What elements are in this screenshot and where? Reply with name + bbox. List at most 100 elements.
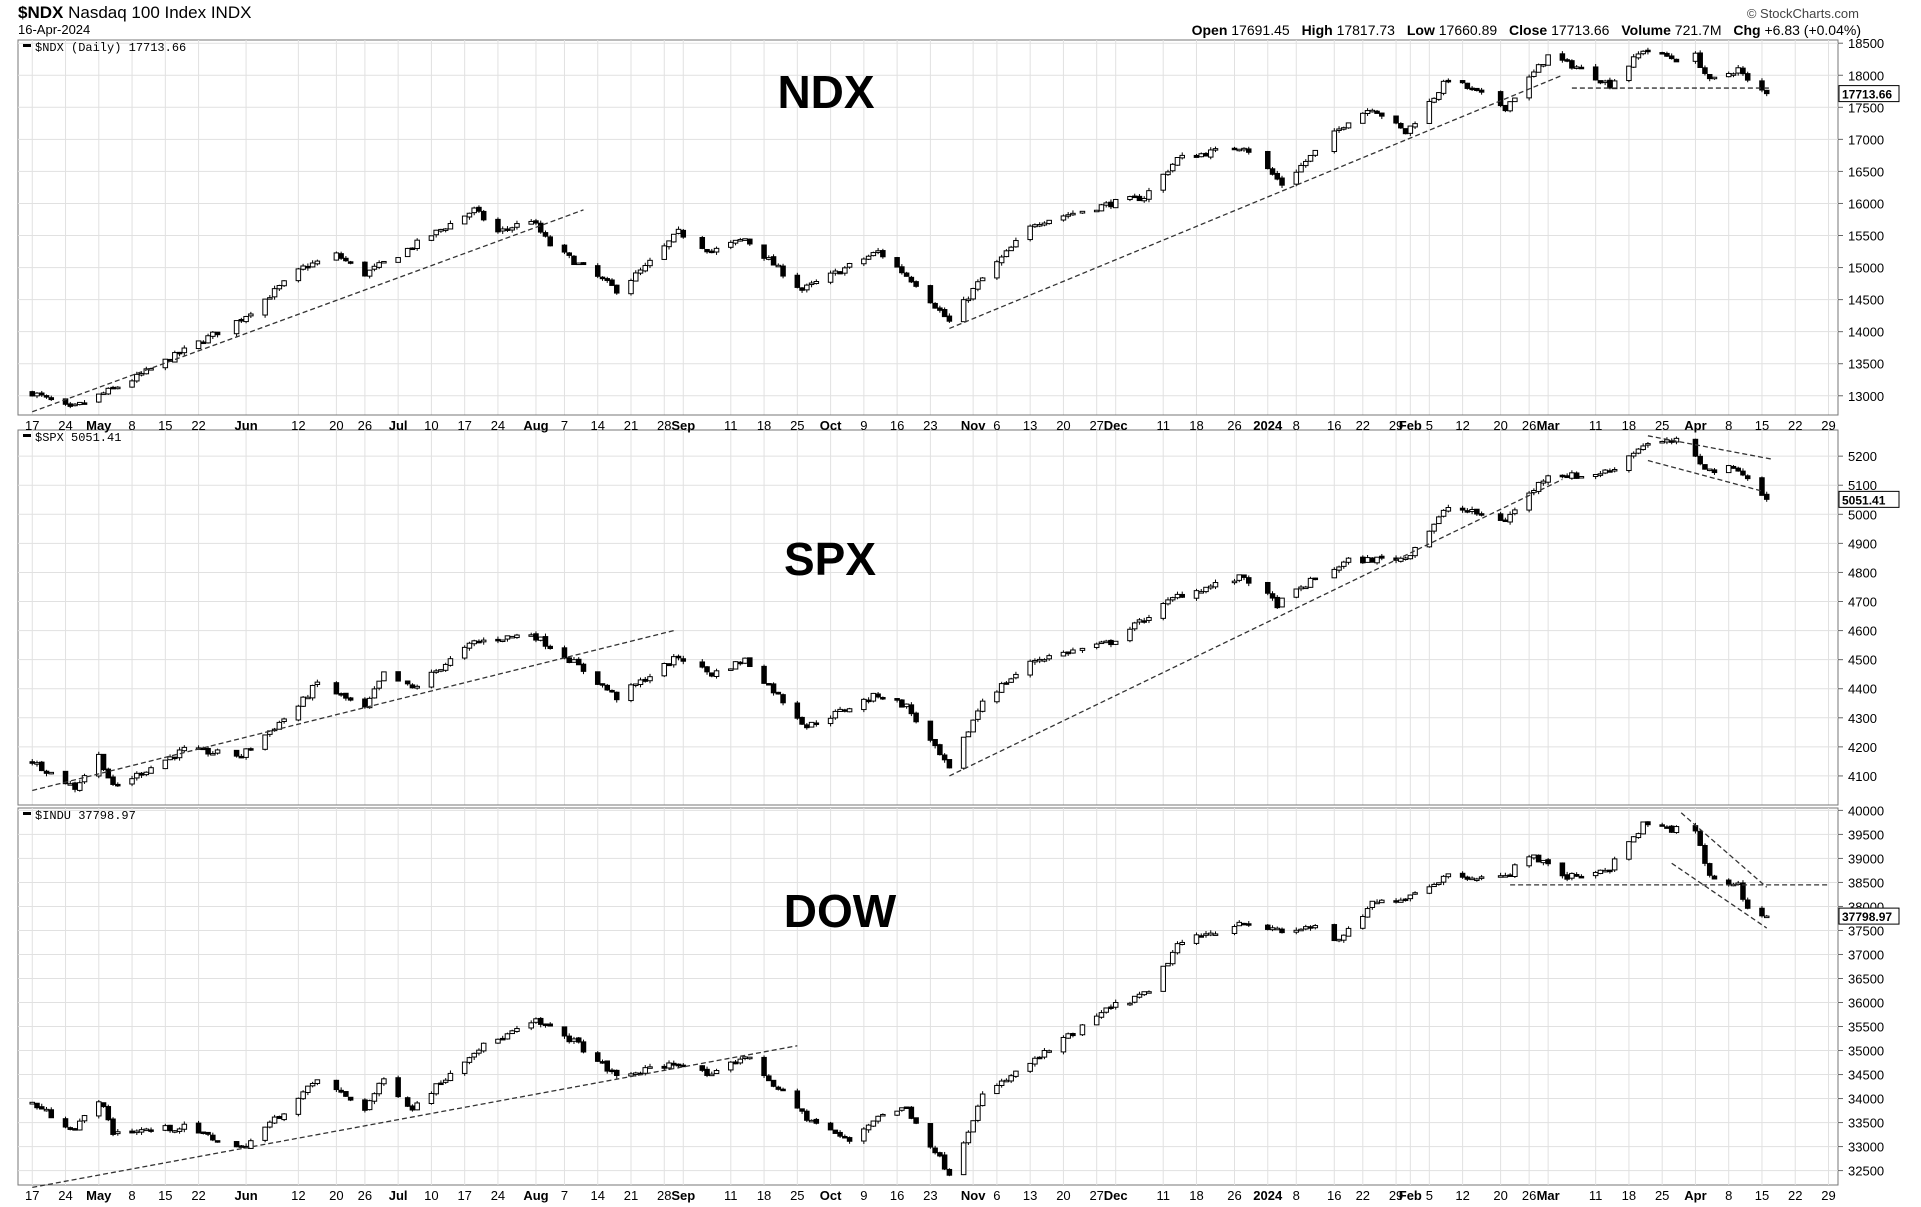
candle	[1559, 51, 1566, 63]
candle	[480, 1042, 487, 1053]
y-tick-label: 4500	[1848, 653, 1877, 668]
candle-body	[276, 1116, 283, 1119]
candle	[998, 254, 1005, 266]
candle-body	[1740, 470, 1746, 476]
x-tick-label: 20	[329, 1188, 343, 1203]
candle-body	[1070, 1033, 1076, 1037]
candle-body	[1136, 993, 1143, 998]
candle-body	[362, 261, 368, 277]
candle	[1763, 89, 1770, 97]
candle	[932, 738, 938, 749]
candle	[295, 267, 302, 283]
candle	[1241, 922, 1247, 926]
candle	[604, 683, 611, 691]
candle-body	[433, 1083, 439, 1095]
candle	[395, 257, 401, 263]
candle-body	[214, 1140, 221, 1143]
candle	[271, 285, 278, 300]
candle-body	[580, 262, 587, 266]
candle-body	[561, 1026, 568, 1037]
candle-body	[1112, 1002, 1119, 1008]
candle-body	[72, 403, 78, 407]
candle-body	[271, 1116, 278, 1124]
y-tick-label: 15500	[1848, 229, 1884, 244]
candle	[447, 1070, 454, 1082]
candle-body	[248, 313, 254, 317]
candle	[804, 1109, 810, 1123]
candle-body	[233, 320, 240, 335]
candle-body	[471, 1052, 477, 1058]
candle-body	[533, 633, 539, 641]
candle	[927, 720, 934, 743]
x-tick-label: 24	[58, 1188, 72, 1203]
candle-body	[998, 256, 1005, 264]
candle	[1279, 175, 1285, 188]
candle	[395, 1075, 401, 1098]
candle-body	[504, 228, 511, 231]
x-tick-label: 12	[1455, 1188, 1469, 1203]
candle	[1160, 602, 1166, 621]
candle-body	[671, 233, 677, 243]
candle	[1231, 924, 1238, 936]
candle-body	[96, 753, 102, 777]
candle-body	[1207, 585, 1214, 589]
candle	[1265, 150, 1271, 170]
candle	[1013, 671, 1019, 680]
candle-body	[314, 1079, 321, 1084]
candle	[1426, 530, 1433, 548]
candle	[1079, 210, 1086, 214]
candle	[1345, 557, 1352, 565]
candle	[913, 280, 919, 288]
candle	[1331, 567, 1338, 579]
candle	[414, 238, 420, 251]
candle-body	[794, 1090, 801, 1109]
candle	[1341, 560, 1347, 569]
y-tick-label: 18500	[1848, 36, 1884, 51]
candle-body	[571, 659, 577, 663]
candle-body	[766, 257, 772, 260]
candle	[709, 672, 715, 678]
candle	[1165, 597, 1171, 606]
candle-body	[1032, 1057, 1038, 1065]
candle	[537, 636, 544, 642]
candle-body	[1602, 869, 1608, 873]
candle-body	[1497, 513, 1504, 521]
candle-body	[861, 1128, 867, 1142]
candle-body	[604, 1060, 611, 1072]
candle-body	[1231, 580, 1238, 584]
candle	[1545, 858, 1551, 867]
candle	[998, 681, 1005, 693]
candle	[1497, 511, 1504, 521]
candle-body	[414, 685, 420, 689]
candle	[1578, 874, 1585, 879]
candle	[637, 267, 644, 276]
candle	[371, 686, 378, 699]
candle-body	[1179, 154, 1185, 159]
candle-body	[699, 236, 706, 249]
candle-body	[404, 680, 411, 685]
candle-body	[1630, 836, 1637, 843]
candle-body	[1307, 926, 1314, 929]
x-tick-label: 7	[561, 1188, 568, 1203]
candle-body	[799, 287, 805, 291]
candle-body	[1003, 682, 1010, 685]
candle-body	[632, 1072, 639, 1076]
candle	[1046, 219, 1052, 225]
candle-body	[1203, 933, 1209, 936]
candle-body	[1611, 469, 1618, 472]
candle-body	[1198, 935, 1204, 938]
candle	[233, 1141, 240, 1148]
candle-body	[1725, 465, 1732, 474]
chart-symbol: $NDX Nasdaq 100 Index INDX	[18, 3, 251, 23]
x-tick-label: 12	[291, 418, 305, 433]
candle	[1459, 871, 1466, 879]
candle	[509, 635, 515, 639]
candle-body	[1564, 59, 1570, 62]
candle-body	[1630, 452, 1637, 457]
candle	[747, 657, 753, 668]
candle-body	[29, 761, 36, 764]
last-price-box	[1838, 907, 1900, 925]
candle	[642, 1065, 649, 1076]
candle-body	[1725, 72, 1732, 78]
candle-body	[115, 783, 121, 787]
